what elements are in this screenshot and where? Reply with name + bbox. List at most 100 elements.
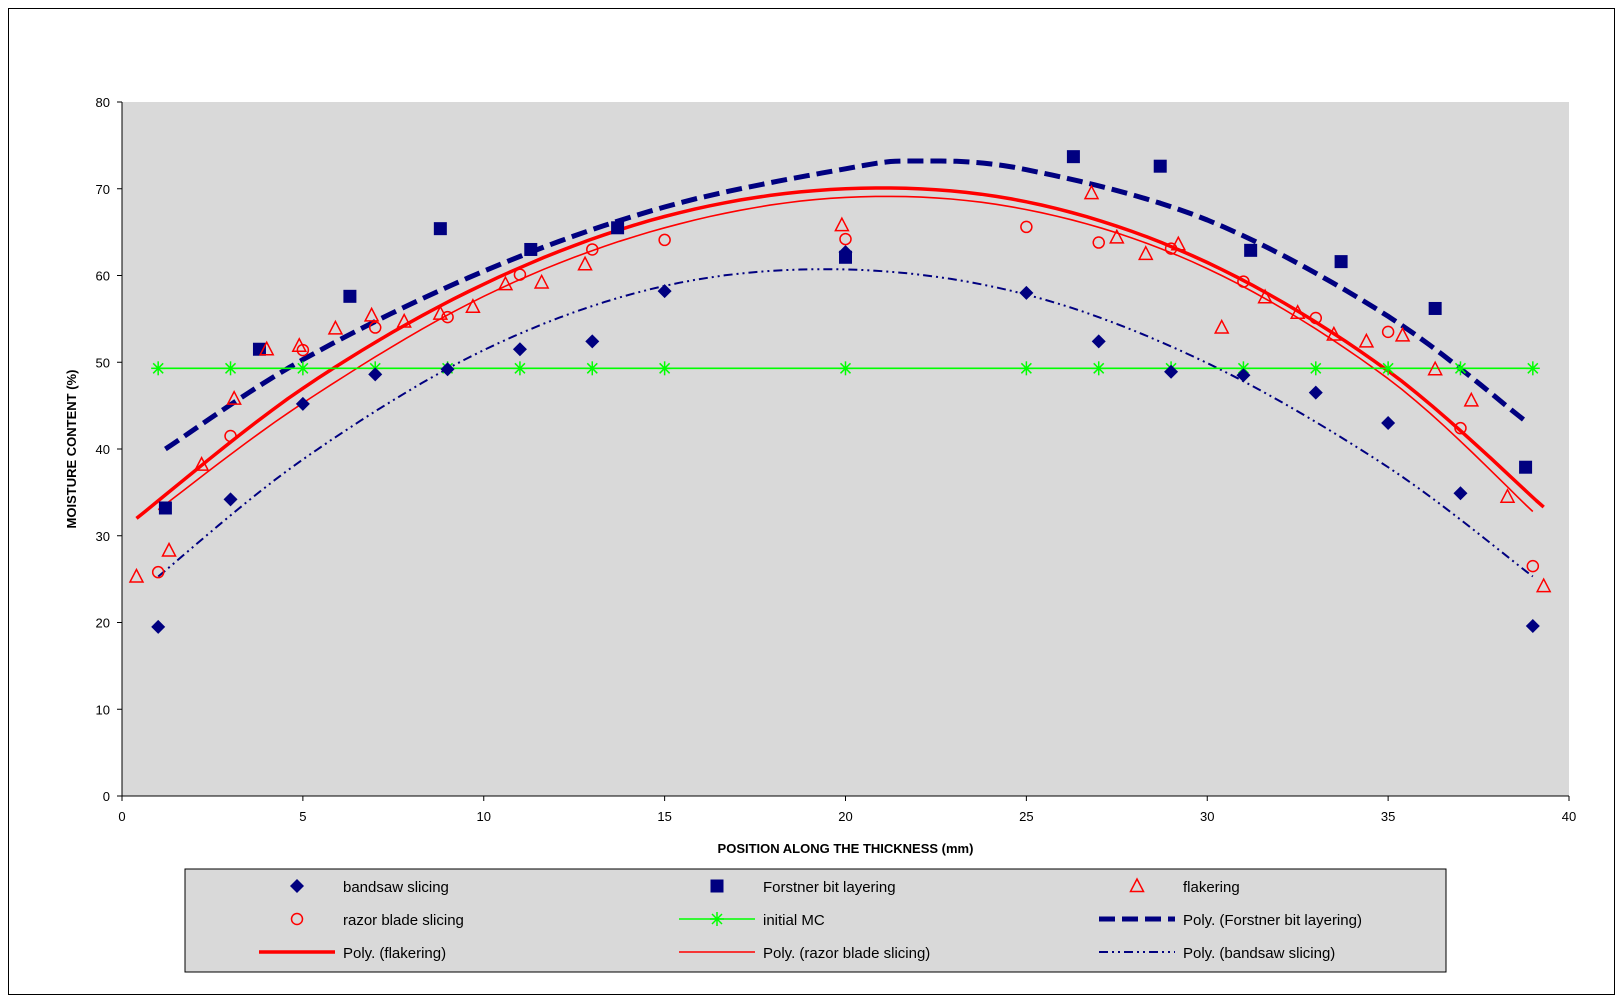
data-point-forstner-bit-layering <box>433 222 447 236</box>
legend-entries: bandsaw slicing Forstner bit layering flak… <box>259 877 1362 962</box>
y-axis-title: MOISTURE CONTENT (%) <box>64 370 79 529</box>
x-tick-label: 15 <box>657 809 671 824</box>
data-point-razor-blade-slicing <box>1020 220 1033 234</box>
data-point-razor-blade-slicing <box>658 233 671 247</box>
data-point-initial-mc <box>1381 361 1396 376</box>
data-point-bandsaw-slicing <box>1019 285 1034 300</box>
x-axis-title: POSITION ALONG THE THICKNESS (mm) <box>718 841 974 856</box>
legend-entry-forstner-bit-layering: Forstner bit layering <box>710 879 896 896</box>
data-point-bandsaw-slicing <box>657 284 672 299</box>
legend-label: bandsaw slicing <box>343 879 449 896</box>
legend-entry-poly-bandsaw-slicing: Poly. (bandsaw slicing) <box>1099 945 1335 962</box>
legend-label: Poly. (Forstner bit layering) <box>1183 912 1362 929</box>
legend-label: flakering <box>1183 879 1240 896</box>
legend-swatch-marker <box>710 912 724 926</box>
data-point-razor-blade-slicing <box>1164 242 1178 255</box>
y-tick-label: 70 <box>96 182 110 197</box>
data-point-razor-blade-slicing <box>513 268 527 281</box>
data-point-flakering <box>1170 235 1187 251</box>
data-point-bandsaw-slicing <box>151 619 166 634</box>
x-tick-label: 30 <box>1200 809 1214 824</box>
data-point-razor-blade-slicing <box>586 243 599 256</box>
data-point-forstner-bit-layering <box>1153 159 1167 173</box>
data-point-bandsaw-slicing <box>1525 618 1540 633</box>
data-point-flakering <box>396 312 412 328</box>
data-point-initial-mc <box>1091 361 1106 376</box>
data-point-flakering <box>1257 288 1273 304</box>
y-tick-label: 40 <box>96 442 110 457</box>
data-point-flakering <box>577 255 593 271</box>
data-point-initial-mc <box>657 361 672 376</box>
trendline-poly-forstner-bit-layering <box>164 158 1528 452</box>
data-point-razor-blade-slicing <box>151 565 165 579</box>
data-point-flakering <box>1463 391 1480 407</box>
data-point-bandsaw-slicing <box>512 342 527 357</box>
legend-label: Poly. (razor blade slicing) <box>763 945 930 962</box>
data-point-razor-blade-slicing <box>1309 311 1323 325</box>
y-tick-label: 20 <box>96 616 110 631</box>
legend-swatch <box>290 879 304 893</box>
y-tick-label: 0 <box>103 789 110 804</box>
axes: 0 5 10 15 20 25 30 35 40 0 10 20 30 40 50 60 70 80 <box>96 95 1577 824</box>
data-point-bandsaw-slicing <box>1381 415 1396 430</box>
data-point-forstner-bit-layering <box>158 501 172 515</box>
legend-entry-initial-mc: initial MC <box>679 912 825 929</box>
data-point-flakering <box>533 273 550 289</box>
legend-entry-poly-forstner-bit-layering: Poly. (Forstner bit layering) <box>1099 912 1362 929</box>
data-point-flakering <box>327 319 344 335</box>
data-point-bandsaw-slicing <box>440 362 455 377</box>
data-point-bandsaw-slicing <box>1236 368 1251 383</box>
data-point-razor-blade-slicing <box>224 429 237 443</box>
data-point-forstner-bit-layering <box>839 250 852 264</box>
data-point-flakering <box>1083 184 1100 200</box>
legend-entry-poly-flakering: Poly. (flakering) <box>259 945 446 962</box>
legend-entry-flakering: flakering <box>1129 877 1240 896</box>
data-point-bandsaw-slicing <box>295 396 310 411</box>
trendline-poly-flakering <box>135 186 1545 520</box>
trendline-poly-razor-blade-slicing <box>157 195 1534 513</box>
legend-label: razor blade slicing <box>343 912 464 929</box>
legend-swatch <box>290 912 304 926</box>
plot-area <box>122 102 1569 796</box>
data-point-flakering <box>1499 488 1516 503</box>
legend-entry-poly-razor-blade-slicing: Poly. (razor blade slicing) <box>679 945 930 962</box>
data-point-bandsaw-slicing <box>585 334 600 349</box>
data-point-razor-blade-slicing <box>1237 275 1250 288</box>
legend-swatch <box>1129 877 1145 893</box>
data-point-flakering <box>1138 245 1154 261</box>
data-point-flakering <box>161 541 177 557</box>
trendline-poly-bandsaw-slicing <box>157 268 1534 578</box>
x-tick-label: 40 <box>1562 809 1576 824</box>
data-point-initial-mc <box>1308 361 1323 376</box>
data-point-bandsaw-slicing <box>1091 334 1106 349</box>
data-point-flakering <box>363 306 380 322</box>
data-point-initial-mc <box>838 361 853 376</box>
legend-label: Forstner bit layering <box>763 879 896 896</box>
data-point-forstner-bit-layering <box>252 342 266 356</box>
data-point-forstner-bit-layering <box>1244 243 1258 257</box>
x-tick-label: 20 <box>838 809 852 824</box>
data-point-flakering <box>258 340 275 356</box>
data-point-bandsaw-slicing <box>223 492 238 507</box>
data-point-flakering <box>1535 577 1552 593</box>
data-point-razor-blade-slicing <box>368 321 382 334</box>
data-point-flakering <box>1394 326 1411 342</box>
data-point-flakering <box>1109 228 1125 244</box>
data-point-flakering <box>834 216 850 232</box>
x-tick-label: 5 <box>299 809 306 824</box>
data-point-forstner-bit-layering <box>611 221 625 235</box>
data-point-razor-blade-slicing <box>1454 421 1467 435</box>
data-point-bandsaw-slicing <box>1164 364 1179 379</box>
y-tick-label: 50 <box>96 355 110 370</box>
data-point-razor-blade-slicing <box>441 310 454 324</box>
data-point-flakering <box>1427 360 1443 376</box>
data-point-forstner-bit-layering <box>343 289 357 303</box>
data-point-bandsaw-slicing <box>368 367 383 382</box>
legend-swatch <box>710 879 724 893</box>
data-point-razor-blade-slicing <box>1092 236 1105 249</box>
x-tick-label: 35 <box>1381 809 1395 824</box>
data-point-initial-mc <box>1019 361 1034 376</box>
y-tick-label: 10 <box>96 702 110 717</box>
data-point-initial-mc <box>512 361 527 376</box>
